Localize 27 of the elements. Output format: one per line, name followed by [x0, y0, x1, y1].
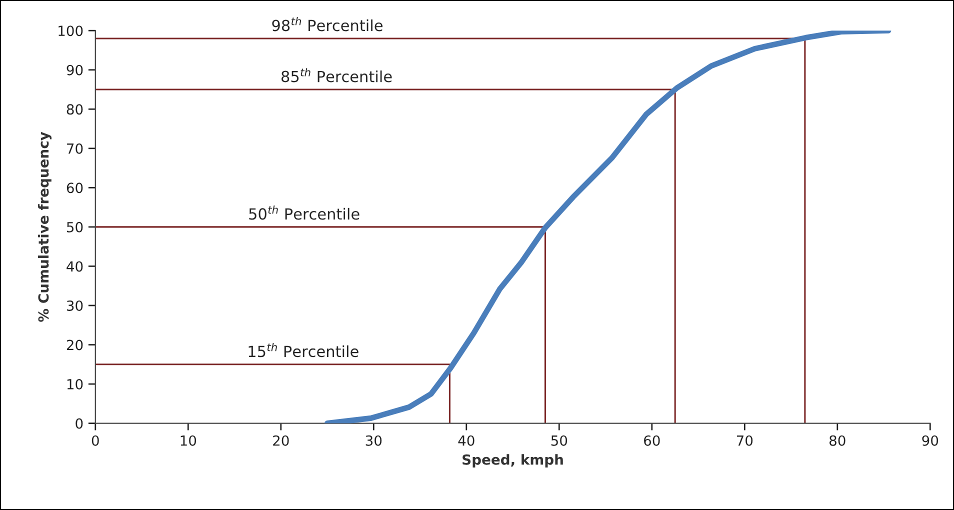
x-tick-label: 70: [736, 435, 753, 446]
y-tick-label: 10: [67, 379, 83, 390]
x-tick-label: 40: [458, 435, 474, 446]
annotation: 98$^{th}$ Percentile: [272, 17, 382, 32]
x-tick-label: 60: [644, 435, 660, 446]
x-tick-label: 0: [92, 435, 99, 446]
annotation: 15$^{th}$ Percentile: [248, 342, 358, 358]
y-tick-label: 80: [66, 104, 83, 115]
y-tick-label: 50: [66, 222, 83, 232]
y-tick-label: 20: [66, 340, 83, 350]
x-tick-label: 90: [922, 435, 938, 446]
y-axis-title: % Cumulative frequency: [38, 132, 52, 322]
y-tick-label: 40: [66, 261, 83, 272]
y-tick-label: 0: [76, 418, 83, 429]
x-tick-label: 50: [551, 435, 568, 446]
annotation: 50$^{th}$ Percentile: [249, 206, 360, 220]
y-tick-label: 60: [66, 182, 83, 194]
x-tick-label: 80: [830, 435, 846, 446]
y-tick-label: 70: [67, 143, 83, 154]
x-tick-label: 10: [180, 435, 196, 446]
x-axis-title: Speed, kmph: [462, 454, 563, 468]
x-tick-label: 30: [366, 435, 382, 446]
x-tick-label: 20: [273, 435, 289, 446]
y-tick-label: 30: [66, 300, 83, 311]
annotation: 85$^{th}$ Percentile: [282, 68, 392, 82]
y-tick-label: 100: [58, 26, 83, 36]
y-tick-label: 90: [66, 64, 83, 76]
